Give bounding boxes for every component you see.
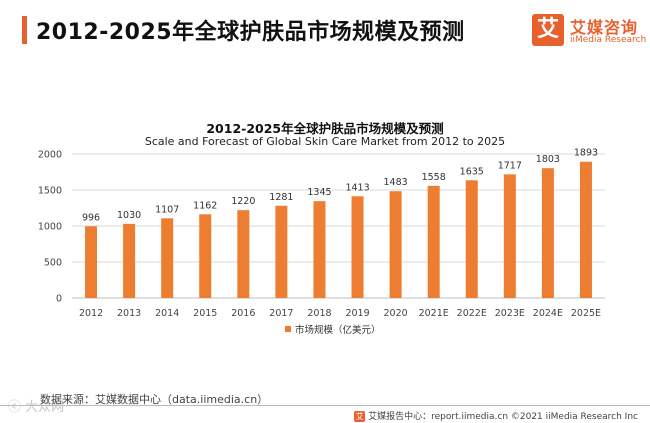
- x-tick-label: 2025E: [571, 308, 601, 319]
- y-tick-label: 2000: [38, 150, 62, 161]
- y-tick-label: 0: [56, 294, 62, 305]
- data-label: 1220: [231, 196, 255, 207]
- data-label: 1107: [155, 204, 179, 215]
- bar: [85, 226, 98, 298]
- x-tick-label: 2023E: [495, 308, 525, 319]
- legend-label: 市场规模（亿美元）: [295, 324, 381, 336]
- x-tick-label: 2013: [117, 308, 141, 319]
- data-label: 1558: [422, 172, 446, 183]
- page-title: 2012-2025年全球护肤品市场规模及预测: [36, 20, 465, 45]
- chart-subtitle: Scale and Forecast of Global Skin Care M…: [144, 135, 506, 148]
- x-tick-label: 2020: [384, 308, 408, 319]
- logo-name-en: iiMedia Research: [570, 35, 647, 45]
- footer-logo-icon: 艾: [354, 411, 366, 422]
- bar: [275, 205, 288, 298]
- y-tick-label: 500: [44, 258, 62, 269]
- bar: [541, 168, 554, 298]
- data-label: 1483: [384, 177, 408, 188]
- iimedia-logo: 艾 艾媒咨询 iiMedia Research: [532, 14, 647, 48]
- data-label: 1413: [345, 182, 369, 193]
- x-tick-label: 2017: [269, 308, 293, 319]
- legend-swatch: [285, 326, 291, 332]
- bar: [579, 161, 592, 298]
- x-tick-label: 2021E: [419, 308, 449, 319]
- x-tick-label: 2012: [79, 308, 103, 319]
- data-label: 1281: [269, 192, 293, 203]
- x-tick-label: 2015: [193, 308, 217, 319]
- footer-info: 艾艾媒报告中心：report.iimedia.cn ©2021 iiMedia …: [354, 409, 638, 422]
- x-tick-label: 2018: [307, 308, 331, 319]
- title-accent-bar: [22, 16, 27, 44]
- data-label: 1162: [193, 200, 217, 211]
- bar: [351, 196, 364, 298]
- data-source: 数据来源：艾媒数据中心（data.iimedia.cn）: [40, 393, 269, 406]
- bar: [123, 223, 136, 298]
- logo-name-cn: 艾媒咨询: [570, 18, 639, 37]
- watermark: ⓒ 大众网: [8, 400, 65, 415]
- bar: [427, 185, 440, 298]
- bar: [503, 174, 516, 298]
- logo-icon: 艾: [532, 14, 564, 46]
- x-tick-label: 2019: [345, 308, 369, 319]
- y-tick-label: 1500: [38, 186, 62, 197]
- bar: [199, 214, 212, 298]
- data-label: 1345: [307, 187, 331, 198]
- data-label: 996: [82, 212, 100, 223]
- x-tick-label: 2014: [155, 308, 179, 319]
- x-tick-label: 2016: [231, 308, 255, 319]
- data-label: 1893: [574, 148, 598, 159]
- footer-text: 艾媒报告中心：report.iimedia.cn ©2021 iiMedia R…: [368, 412, 638, 422]
- bar: [389, 191, 402, 298]
- data-label: 1803: [536, 154, 560, 165]
- bar: [237, 210, 250, 298]
- footer-divider: [0, 405, 650, 406]
- y-tick-label: 1000: [38, 222, 62, 233]
- x-tick-label: 2022E: [457, 308, 487, 319]
- bar: [465, 180, 478, 298]
- bar: [161, 218, 174, 298]
- data-label: 1635: [460, 166, 484, 177]
- chart-title: 2012-2025年全球护肤品市场规模及预测: [206, 121, 444, 136]
- x-tick-label: 2024E: [533, 308, 563, 319]
- bar: [313, 201, 326, 298]
- data-label: 1030: [117, 210, 141, 221]
- data-label: 1717: [498, 160, 522, 171]
